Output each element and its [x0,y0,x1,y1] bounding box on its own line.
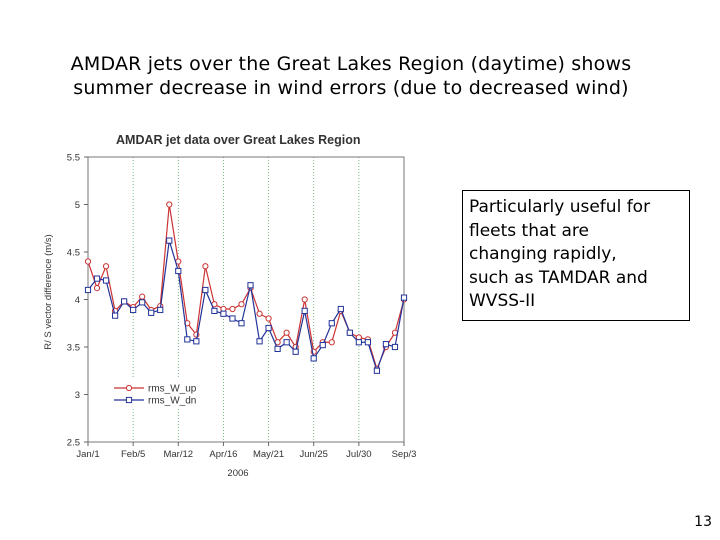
point-rms_W_up [166,201,173,208]
point-rms_W_dn [102,277,110,284]
point-rms_W_dn [247,282,254,289]
x-axis-ticks: Jan/1 Feb/5 Mar/12 Apr/16 May/21 Jun/25 Jul/30… [76,442,416,460]
callout-box: Particularly useful for fleets that are … [462,190,690,321]
point-rms_W_up [283,329,290,336]
y-tick-label: 2.5 [67,438,80,449]
y-axis-ticks: 2.5 3 3.5 4 4.5 5 5.5 [67,153,88,449]
point-rms_W_dn [84,286,92,294]
point-rms_W_dn [193,338,200,345]
point-rms_W_up [328,339,335,346]
point-rms_W_dn [364,339,371,346]
point-rms_W_dn [256,338,263,345]
point-rms_W_dn [400,294,408,301]
x-tick-label: Jul/30 [346,449,371,460]
point-rms_W_dn [121,298,128,305]
point-rms_W_dn [337,305,344,313]
legend-marker-rms_W_dn [125,396,133,404]
slide-title-line-1: AMDAR jets over the Great Lakes Region (… [70,53,632,75]
point-rms_W_dn [184,336,191,343]
point-rms_W_dn [148,309,155,316]
y-axis-label: R/ S vector difference (m/s) [43,234,54,349]
x-tick-label: Mar/12 [163,449,193,460]
point-rms_W_dn [301,307,308,315]
callout-line-1: Particularly useful for [469,197,651,217]
point-rms_W_dn [139,299,146,306]
point-rms_W_dn [292,348,299,355]
callout-line-3: changing rapidly, [469,244,617,264]
point-rms_W_dn [175,267,182,275]
y-tick-label: 3.5 [67,343,80,354]
y-tick-label: 4.5 [67,248,80,259]
point-rms_W_dn [328,320,335,327]
point-rms_W_up [256,310,263,317]
point-rms_W_up [229,305,236,313]
point-rms_W_dn [220,310,227,317]
legend-marker-rms_W_up [125,384,133,392]
point-rms_W_dn [391,343,399,351]
point-rms_W_up [84,258,92,265]
point-rms_W_dn [238,320,245,327]
point-rms_W_up [265,315,272,322]
point-rms_W_dn [265,324,272,332]
x-tick-label: Jun/25 [299,449,328,460]
x-tick-label: Sep/3 [392,449,417,460]
point-rms_W_dn [310,355,317,362]
x-axis-label: 2006 [227,468,248,479]
x-tick-label: Feb/5 [121,449,145,460]
point-rms_W_dn [382,341,390,348]
point-rms_W_dn [211,307,218,315]
point-rms_W_up [93,285,101,292]
legend-box [92,378,184,408]
point-rms_W_up [102,263,110,270]
wind-error-chart: AMDAR jet data over Great Lakes Region 2… [43,133,416,479]
legend-label-rms_W_up: rms_W_up [148,384,197,395]
point-rms_W_up [238,301,245,308]
point-rms_W_dn [373,367,381,374]
callout-line-2: fleets that are [469,220,589,241]
point-rms_W_dn [319,342,326,349]
slide-title: AMDAR jets over the Great Lakes Region (… [0,52,702,100]
x-tick-label: Jan/1 [76,449,99,460]
point-rms_W_dn [274,345,281,353]
point-rms_W_dn [202,286,209,294]
point-rms_W_dn [166,237,173,244]
point-rms_W_dn [283,339,290,346]
callout-line-4: such as TAMDAR and [469,267,648,288]
point-rms_W_up [139,293,146,300]
x-tick-label: Apr/16 [209,449,237,460]
x-tick-label: May/21 [253,449,284,460]
y-tick-label: 4 [75,295,80,306]
y-tick-label: 3 [75,390,80,401]
point-rms_W_dn [346,329,353,336]
chart-title: AMDAR jet data over Great Lakes Region [116,133,361,147]
legend-label-rms_W_dn: rms_W_dn [148,396,196,407]
y-tick-label: 5 [75,200,80,211]
point-rms_W_dn [130,306,137,314]
point-rms_W_dn [93,275,101,282]
point-rms_W_dn [157,306,164,314]
point-rms_W_dn [355,339,362,346]
callout-line-5: WVSS-II [469,291,536,311]
page-number: 13 [694,514,712,530]
point-rms_W_up [202,263,209,270]
point-rms_W_dn [111,312,119,319]
point-rms_W_dn [229,315,236,322]
slide-title-line-2: summer decrease in wind errors (due to d… [73,77,629,99]
point-rms_W_up [301,296,308,303]
y-tick-label: 5.5 [67,153,80,164]
series-layer [84,201,408,374]
